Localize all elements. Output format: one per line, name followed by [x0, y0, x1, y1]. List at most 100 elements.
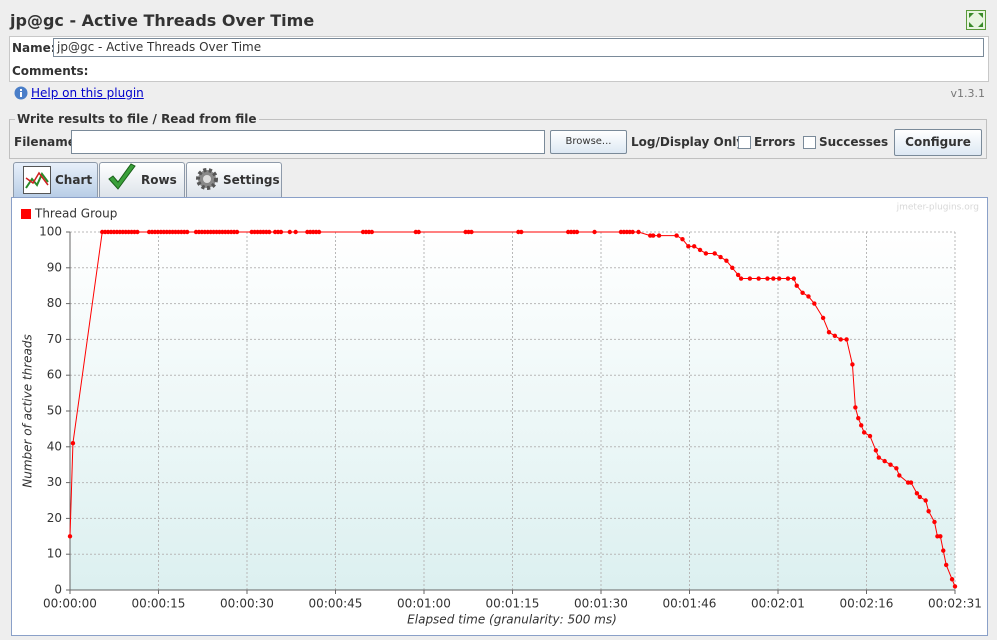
- window-title: jp@gc - Active Threads Over Time: [10, 11, 315, 30]
- x-tick-label: 00:01:00: [397, 597, 451, 611]
- errors-label: Errors: [754, 135, 796, 149]
- y-tick-label: 40: [47, 439, 62, 453]
- data-point: [941, 548, 946, 553]
- data-point: [686, 244, 691, 249]
- data-point: [735, 272, 741, 278]
- data-point: [674, 233, 679, 238]
- data-point: [944, 562, 949, 568]
- data-point: [287, 229, 292, 235]
- y-tick-label: 50: [47, 404, 62, 418]
- data-point: [876, 455, 882, 460]
- data-point: [135, 229, 140, 235]
- legend-swatch: [21, 209, 31, 219]
- y-tick-label: 20: [47, 511, 62, 525]
- x-axis-label: Elapsed time (granularity: 500 ms): [407, 613, 617, 627]
- data-point: [867, 433, 873, 439]
- data-point: [850, 362, 855, 367]
- data-point: [820, 315, 826, 321]
- data-point: [894, 466, 899, 471]
- data-point: [636, 229, 641, 235]
- y-tick-label: 90: [47, 260, 62, 274]
- data-point: [856, 415, 861, 421]
- data-point: [592, 229, 597, 235]
- data-point: [938, 534, 943, 539]
- data-point: [234, 229, 240, 235]
- data-point: [574, 229, 580, 235]
- x-tick-label: 00:00:00: [43, 597, 97, 611]
- successes-label: Successes: [819, 135, 889, 149]
- x-tick-label: 00:01:46: [663, 597, 717, 611]
- data-point: [697, 247, 703, 253]
- data-point: [747, 276, 753, 281]
- errors-checkbox[interactable]: [738, 136, 751, 149]
- data-point: [316, 229, 322, 235]
- y-tick-label: 60: [47, 368, 62, 382]
- log-label: Log/Display Only:: [631, 135, 749, 149]
- filename-input[interactable]: [71, 130, 545, 154]
- rows-tab-label: Rows: [141, 173, 177, 187]
- filename-label: Filename: [14, 135, 76, 149]
- data-point: [794, 283, 799, 288]
- x-tick-label: 00:02:31: [928, 597, 982, 611]
- comments-label: Comments:: [12, 64, 89, 78]
- data-point: [718, 254, 723, 260]
- data-point: [469, 229, 474, 235]
- browse-button[interactable]: Browse...: [550, 130, 627, 154]
- data-point: [917, 494, 923, 500]
- y-tick-label: 100: [39, 225, 62, 239]
- y-tick-label: 80: [47, 296, 62, 310]
- data-point: [800, 290, 805, 296]
- data-point: [812, 301, 817, 306]
- help-link[interactable]: Help on this plugin: [31, 86, 144, 100]
- data-point: [703, 251, 709, 256]
- x-tick-label: 00:01:30: [574, 597, 628, 611]
- x-tick-label: 00:02:01: [751, 597, 805, 611]
- watermark: jmeter-plugins.org: [896, 203, 979, 213]
- data-point: [952, 584, 958, 589]
- y-tick-label: 0: [54, 583, 62, 597]
- version: v1.3.1: [950, 87, 986, 100]
- data-point: [838, 337, 843, 342]
- chart-tab-icon: [23, 166, 51, 194]
- data-point: [185, 229, 190, 235]
- data-point: [738, 276, 744, 281]
- y-tick-label: 30: [47, 475, 62, 489]
- data-point: [278, 229, 284, 235]
- data-point: [730, 265, 735, 270]
- data-point: [897, 473, 902, 478]
- data-point: [724, 258, 729, 263]
- data-point: [680, 236, 685, 242]
- x-tick-label: 00:00:15: [132, 597, 186, 611]
- data-point: [859, 423, 864, 428]
- y-axis-label: Number of active threads: [21, 334, 35, 488]
- data-point: [416, 229, 421, 235]
- x-tick-label: 00:00:45: [309, 597, 363, 611]
- data-point: [882, 458, 887, 464]
- successes-checkbox[interactable]: [803, 136, 816, 149]
- name-label: Name:: [12, 41, 56, 55]
- configure-button[interactable]: Configure: [894, 129, 982, 156]
- data-point: [932, 519, 937, 525]
- x-tick-label: 00:00:30: [220, 597, 274, 611]
- data-point: [785, 276, 791, 281]
- name-input[interactable]: jp@gc - Active Threads Over Time: [53, 38, 984, 57]
- data-point: [949, 577, 955, 582]
- data-point: [844, 337, 849, 342]
- data-point: [771, 276, 776, 281]
- data-point: [853, 405, 858, 410]
- data-point: [791, 276, 797, 281]
- data-point: [369, 229, 375, 235]
- data-point: [67, 534, 73, 539]
- maximize-icon[interactable]: [966, 10, 986, 30]
- data-point: [70, 441, 76, 446]
- legend-label: Thread Group: [34, 207, 117, 221]
- y-tick-label: 70: [47, 332, 62, 346]
- data-point: [293, 229, 298, 235]
- settings-tab-label: Settings: [223, 173, 280, 187]
- data-point: [765, 276, 770, 281]
- info-icon: [14, 86, 28, 100]
- data-point: [691, 244, 697, 249]
- chart-tab-label: Chart: [55, 173, 93, 187]
- data-point: [861, 430, 867, 435]
